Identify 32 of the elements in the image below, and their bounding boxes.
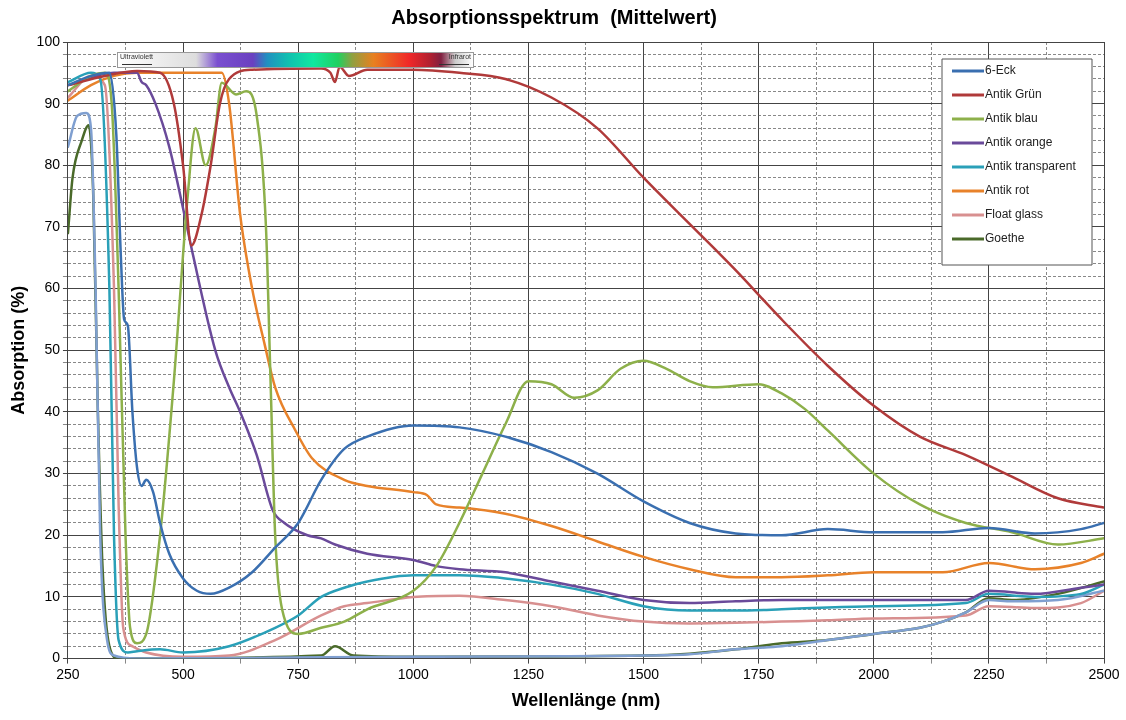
y-tick-label: 20	[44, 526, 61, 543]
x-tick-label: 250	[56, 665, 80, 682]
y-tick-label: 10	[44, 587, 61, 604]
chart-title: Absorptionsspektrum (Mittelwert)	[391, 5, 717, 28]
y-tick-label: 50	[44, 341, 61, 358]
x-tick-label: 2500	[1088, 665, 1120, 682]
legend-label: Antik transparent	[985, 159, 1077, 174]
legend-label: Antik rot	[985, 183, 1030, 198]
x-tick-label: 1250	[512, 665, 545, 682]
x-tick-label: 1500	[627, 665, 660, 682]
legend-label: Antik blau	[985, 111, 1038, 126]
y-tick-label: 30	[44, 464, 61, 481]
x-axis-title: Wellenlänge (nm)	[511, 690, 661, 711]
legend-label: Goethe	[985, 231, 1025, 246]
x-tick-label: 1000	[397, 665, 430, 682]
x-tick-label: 2000	[858, 665, 890, 682]
y-tick-label: 80	[44, 156, 61, 173]
x-tick-label: 750	[286, 665, 311, 682]
legend-label: Antik Grün	[985, 87, 1042, 102]
y-axis-title: Absorption (%)	[7, 285, 28, 415]
y-tick-label: 90	[44, 94, 61, 111]
x-tick-label: 2250	[973, 665, 1005, 682]
x-tick-label: 1750	[743, 665, 775, 682]
y-tick-label: 40	[44, 402, 61, 419]
legend-label: Antik orange	[985, 135, 1053, 150]
y-tick-label: 0	[52, 649, 61, 666]
y-tick-label: 60	[44, 279, 61, 296]
x-tick-label: 500	[171, 665, 195, 682]
y-tick-label: 70	[44, 217, 61, 234]
y-tick-label: 100	[36, 32, 61, 49]
legend-label: 6-Eck	[985, 63, 1017, 78]
legend-label: Float glass	[985, 207, 1044, 222]
